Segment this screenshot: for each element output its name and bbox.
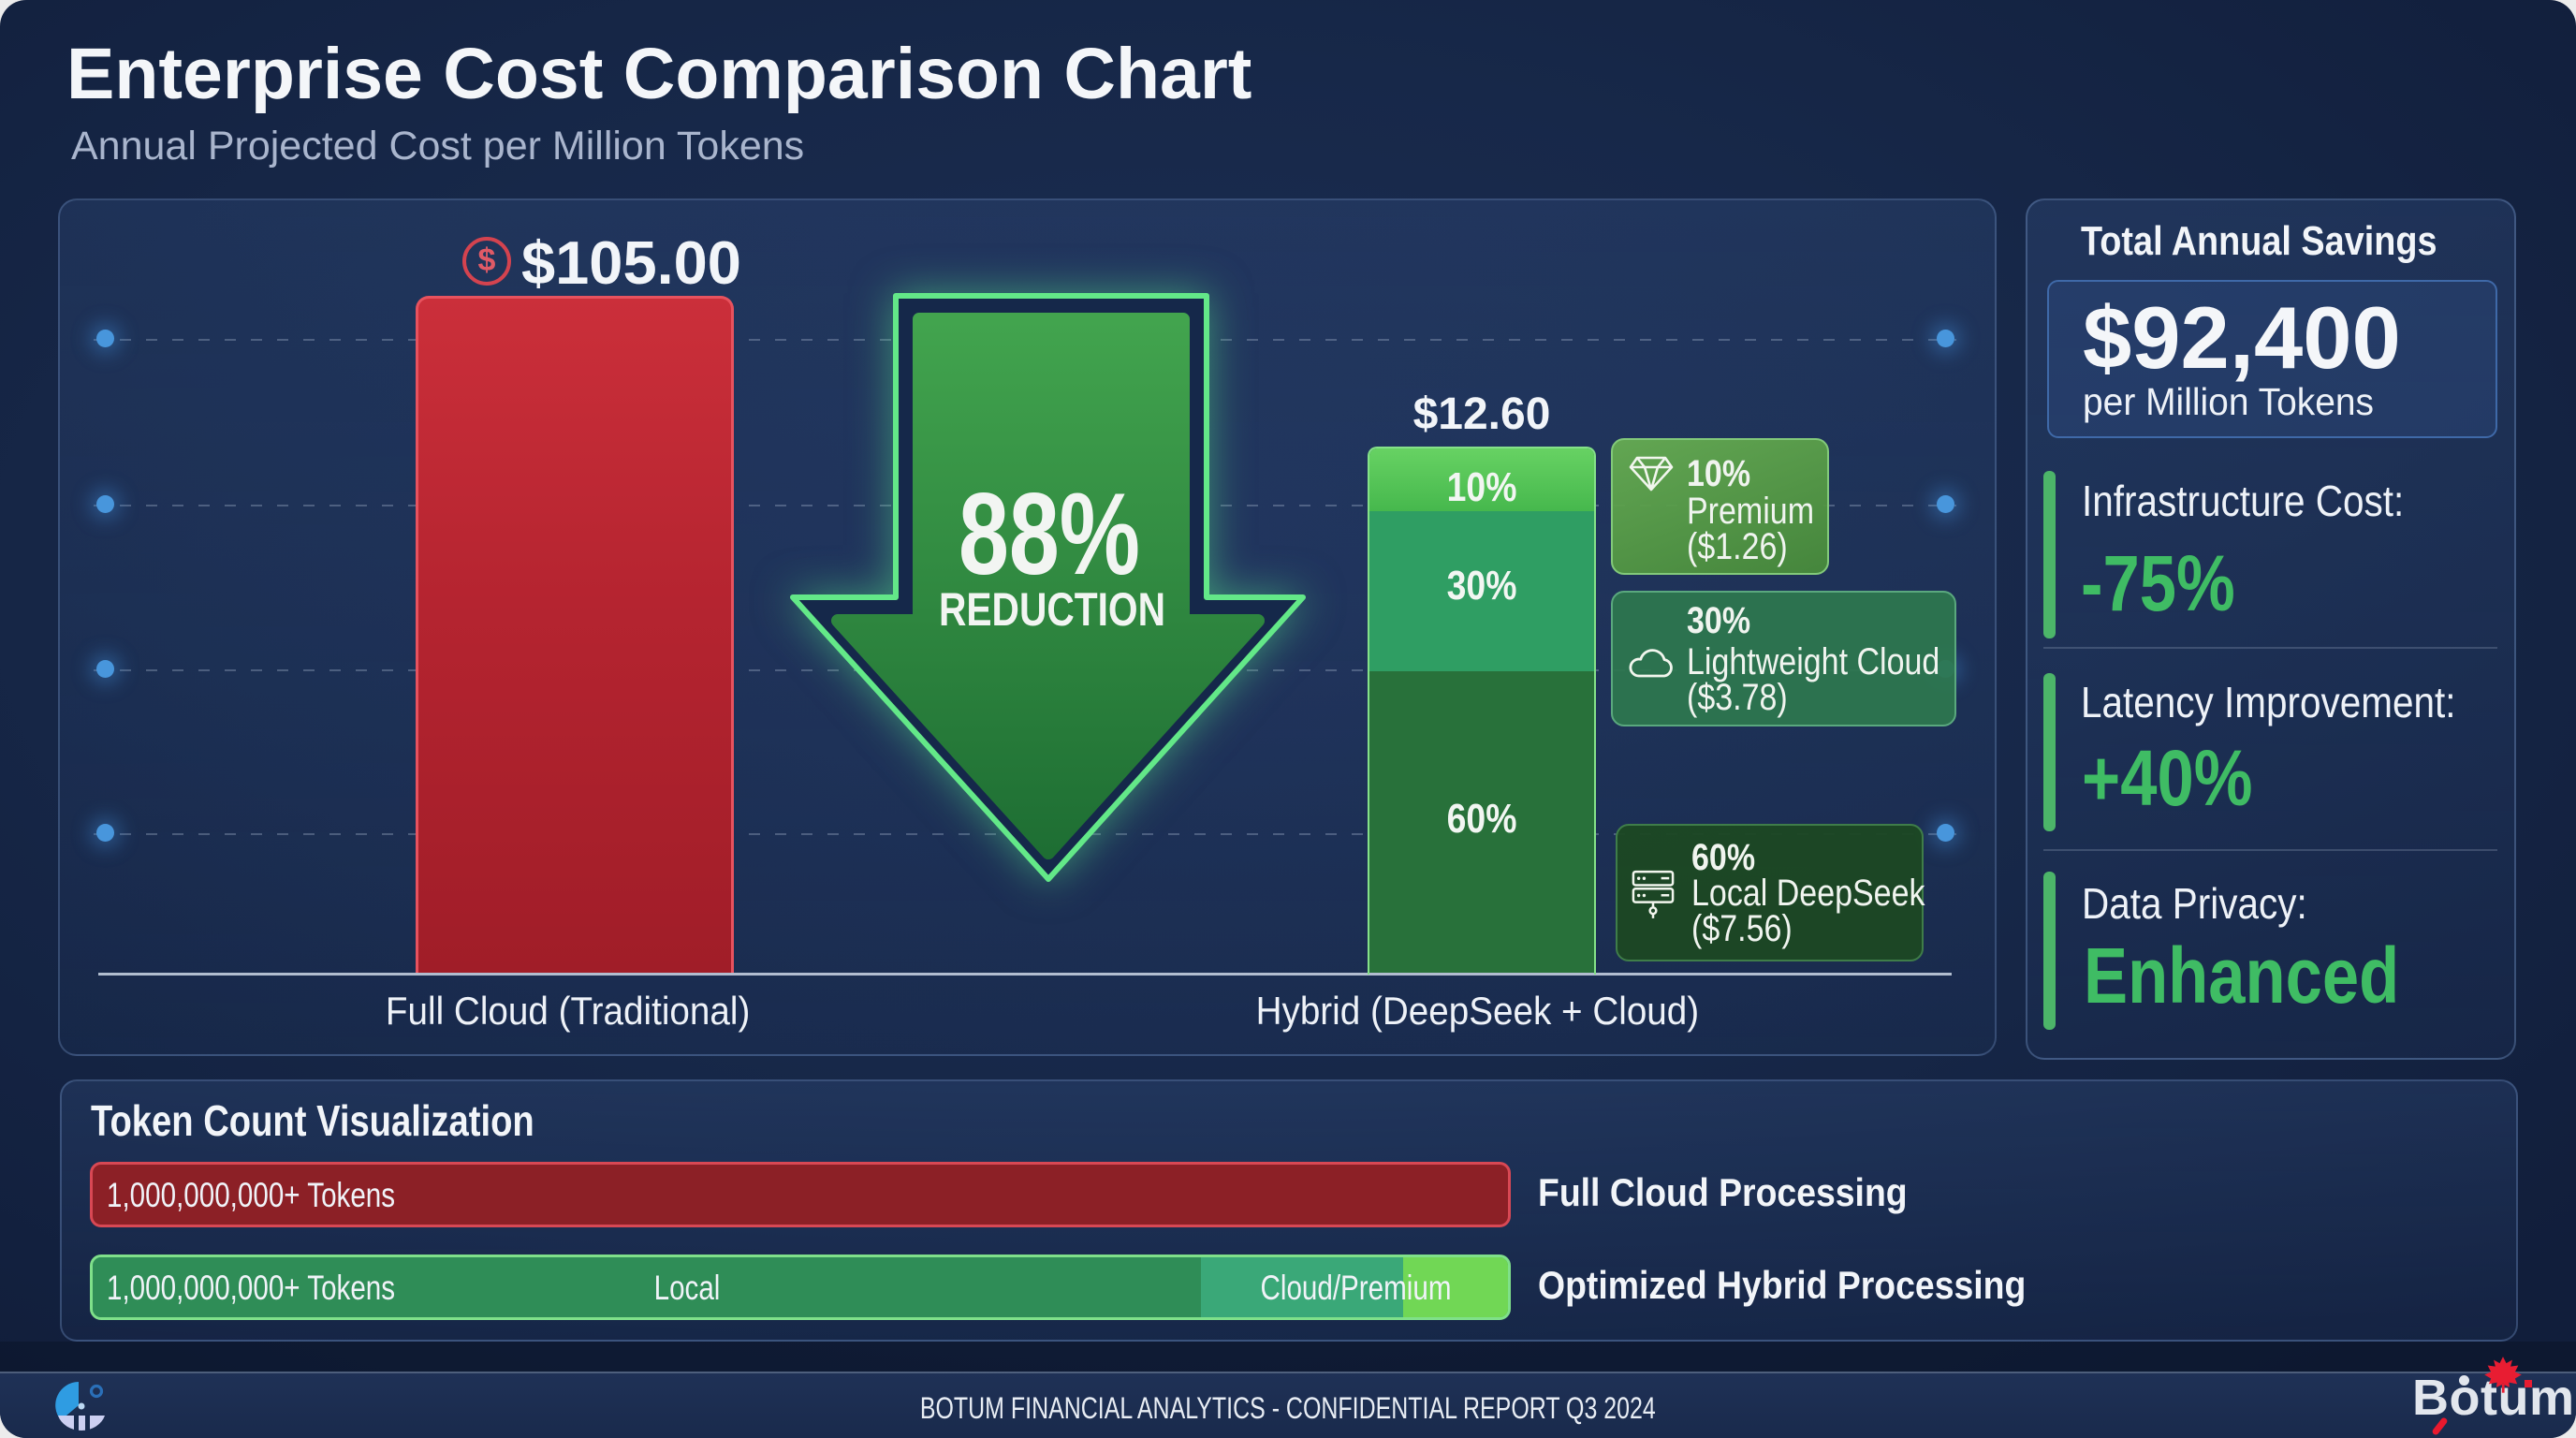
- svg-text:REDUCTION: REDUCTION: [939, 583, 1165, 636]
- svg-text:88%: 88%: [959, 470, 1140, 599]
